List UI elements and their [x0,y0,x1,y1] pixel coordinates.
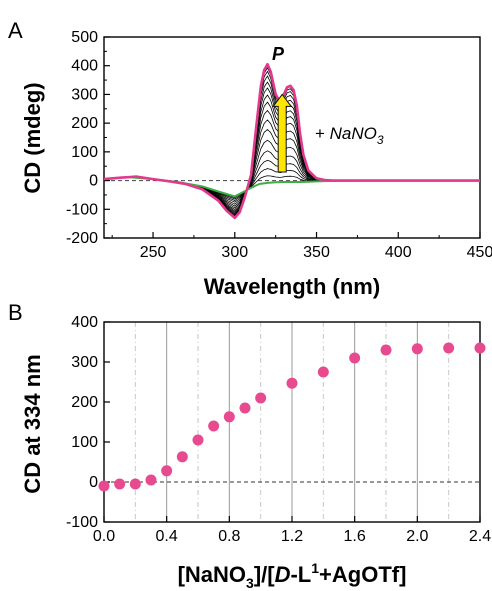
panel-b-gridlines [134,322,450,522]
panel-a-x-axis-label: Wavelength (nm) [204,274,380,299]
b-ytick-label: 100 [71,434,98,451]
panel-b-x-axis-label: [NaNO3]/[D-L1+AgOTf] [178,560,407,591]
b-xtick-label: 1.6 [344,528,366,545]
b-data-point [176,451,188,463]
xlabel-part-3: +AgOTf] [319,562,406,587]
a-ytick-label: 400 [71,58,98,75]
xlabel-part-l: -L [290,562,311,587]
b-ytick-label: -100 [66,514,98,531]
panel-b-letter: B [8,300,23,325]
b-data-point [239,402,251,414]
b-xtick-label: 2.4 [469,528,491,545]
b-xtick-label: 0.0 [93,528,115,545]
b-data-point [474,342,486,354]
b-data-point [443,342,455,354]
panel-a-ticks: 250 300 350 400 450 -200 -100 0 100 200 300 400 500 [66,29,492,261]
b-ytick-label: 0 [89,474,98,491]
b-ytick-label: 200 [71,394,98,411]
panel-a-letter: A [8,18,23,43]
a-ytick-label: 500 [71,29,98,46]
a-intermediate-curve [103,75,480,217]
xlabel-part-d: D [275,562,291,587]
b-data-point [98,480,110,492]
a-xtick-label: 300 [221,244,248,261]
reagent-plus: + [315,124,330,143]
b-data-point [208,420,220,432]
a-xtick-label: 250 [140,244,167,261]
b-data-point [192,434,204,446]
a-intermediate-curve [103,66,480,218]
panel-a-frame [103,36,481,239]
panel-a-series [103,63,480,220]
a-ytick-label: -100 [66,201,98,218]
a-intermediate-curve [103,128,480,207]
b-xtick-label: 0.8 [218,528,240,545]
a-increase-arrow [272,93,293,173]
b-data-point [114,478,126,490]
b-xtick-label: 2.0 [406,528,428,545]
b-data-point [380,344,392,356]
xlabel-sup-1: 1 [311,560,319,576]
b-ytick-label: 300 [71,354,98,371]
a-xtick-label: 350 [303,244,330,261]
a-ytick-label: 200 [71,115,98,132]
b-data-point [349,352,361,364]
b-xtick-label: 0.4 [156,528,178,545]
b-data-point [145,474,157,486]
b-data-point [223,411,235,423]
b-xtick-label: 1.2 [281,528,303,545]
xlabel-part-1: [NaNO [178,562,246,587]
panel-a-reagent-label: + NaNO3 [315,124,384,147]
a-ytick-label: 0 [89,173,98,190]
a-intermediate-curve [103,94,480,213]
panel-b-ticks: 0.0 0.4 0.8 1.2 1.6 2.0 2.4 -100 0 100 200 300 400 [66,314,491,545]
b-data-point [161,465,173,477]
panel-a-p-label: P [272,44,285,64]
b-data-point [317,366,329,378]
a-xtick-label: 450 [467,244,492,261]
reagent-subscript: 3 [377,133,384,147]
a-xtick-label: 400 [385,244,412,261]
a-ytick-label: 100 [71,144,98,161]
a-ytick-label: -200 [66,230,98,247]
panel-b-y-axis-label: CD at 334 nm [20,354,45,493]
panel-b-points [98,342,486,492]
panel-b-chart: B 0.0 0.4 0.8 1.2 1.6 2.0 2.4 -100 0 100 200 300 400… [8,300,491,591]
xlabel-part-2: ]/[ [254,562,275,587]
a-intermediate-curve [103,109,480,211]
a-ytick-label: 300 [71,86,98,103]
b-ytick-label: 400 [71,314,98,331]
b-data-point [286,377,298,389]
a-intermediate-curve [103,70,480,218]
panel-a-arrow [272,93,293,173]
a-final-curve [103,63,480,220]
reagent-name: NaNO [330,124,377,143]
panel-a-chart: A 250 300 350 400 450 -200 -100 0 100 200 300 400 50… [8,18,492,299]
xlabel-sub-3: 3 [246,575,254,591]
a-intermediate-curve [103,139,480,205]
b-data-point [411,343,423,355]
a-intermediate-curve [103,168,480,200]
b-data-point [255,392,267,404]
b-data-point [129,478,141,490]
panel-a-y-axis-label: CD (mdeg) [20,82,45,193]
